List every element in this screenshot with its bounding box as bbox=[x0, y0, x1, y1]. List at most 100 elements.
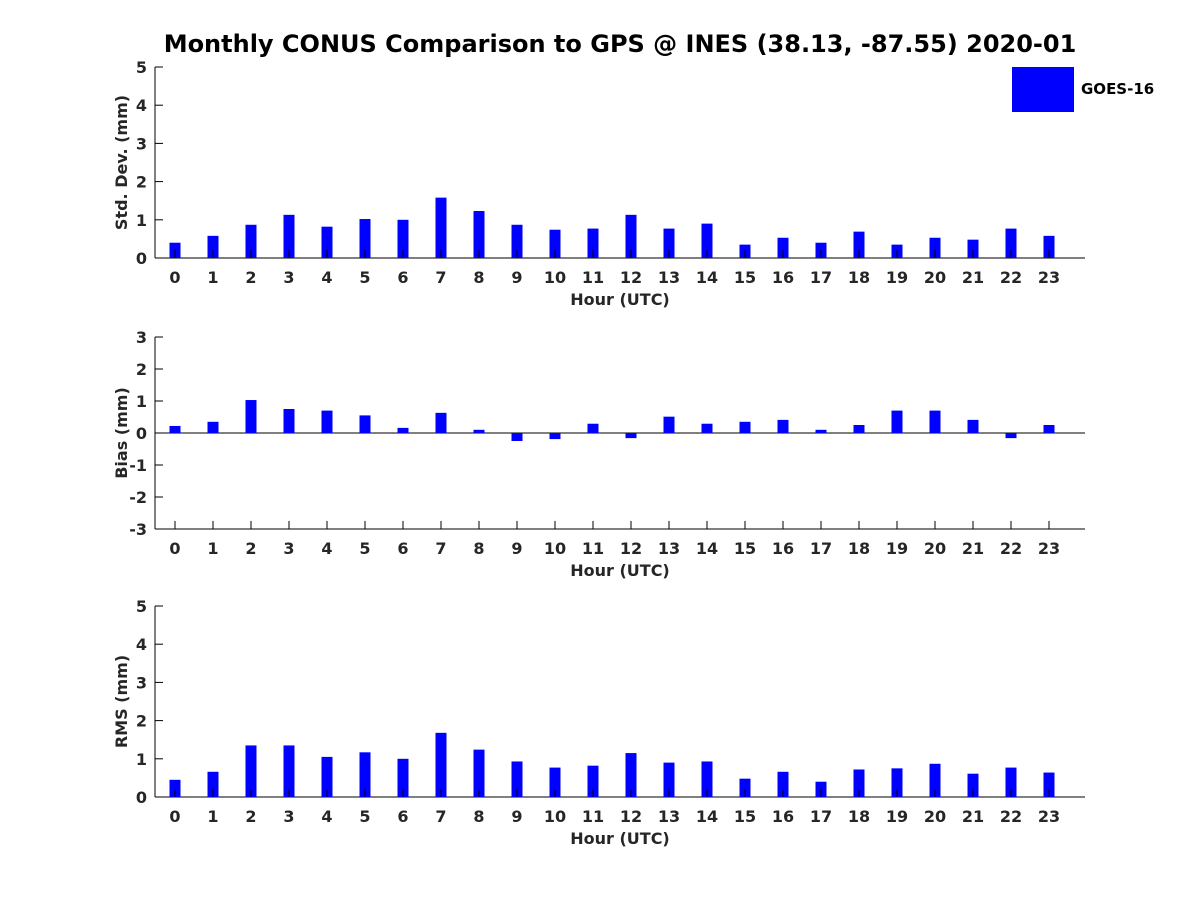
x-tick-label: 20 bbox=[924, 539, 946, 558]
bar-hour-11 bbox=[587, 228, 599, 258]
y-tick-label: 1 bbox=[136, 211, 147, 230]
y-tick-label: 5 bbox=[136, 58, 147, 77]
bar-hour-3 bbox=[283, 409, 295, 433]
x-tick-label: 3 bbox=[283, 268, 294, 287]
bar-hour-1 bbox=[207, 235, 219, 258]
y-tick-label: 1 bbox=[136, 750, 147, 769]
x-tick-label: 4 bbox=[321, 268, 332, 287]
legend-swatch bbox=[1012, 67, 1074, 112]
bar-hour-18 bbox=[853, 231, 865, 258]
x-tick-label: 21 bbox=[962, 539, 984, 558]
x-tick-label: 12 bbox=[620, 268, 642, 287]
x-tick-label: 7 bbox=[435, 539, 446, 558]
bar-hour-22 bbox=[1005, 228, 1017, 258]
x-tick-label: 1 bbox=[207, 539, 218, 558]
y-tick-label: 5 bbox=[136, 597, 147, 616]
bar-hour-5 bbox=[359, 415, 371, 433]
x-tick-label: 19 bbox=[886, 268, 908, 287]
y-tick-label: 3 bbox=[136, 673, 147, 692]
x-tick-label: 14 bbox=[696, 807, 718, 826]
bar-hour-21 bbox=[967, 773, 979, 797]
y-tick-label: 0 bbox=[136, 249, 147, 268]
bar-hour-9 bbox=[511, 224, 523, 258]
x-tick-label: 13 bbox=[658, 807, 680, 826]
bar-hour-17 bbox=[815, 429, 827, 433]
bar-hour-16 bbox=[777, 771, 789, 797]
x-tick-label: 10 bbox=[544, 539, 566, 558]
x-tick-label: 11 bbox=[582, 539, 604, 558]
x-tick-label: 19 bbox=[886, 539, 908, 558]
x-tick-label: 20 bbox=[924, 807, 946, 826]
bar-hour-12 bbox=[625, 214, 637, 258]
x-axis-label: Hour (UTC) bbox=[570, 561, 670, 580]
bar-hour-7 bbox=[435, 732, 447, 797]
legend: GOES-16 bbox=[1012, 67, 1162, 113]
bar-hour-14 bbox=[701, 223, 713, 258]
x-tick-label: 5 bbox=[359, 539, 370, 558]
bar-hour-7 bbox=[435, 197, 447, 258]
x-tick-label: 21 bbox=[962, 268, 984, 287]
x-tick-label: 6 bbox=[397, 807, 408, 826]
x-tick-label: 0 bbox=[169, 539, 180, 558]
bar-hour-3 bbox=[283, 745, 295, 797]
y-tick-label: -3 bbox=[129, 520, 147, 539]
x-tick-label: 3 bbox=[283, 807, 294, 826]
legend-label: GOES-16 bbox=[1081, 80, 1155, 98]
x-tick-label: 1 bbox=[207, 268, 218, 287]
bar-hour-10 bbox=[549, 767, 561, 797]
bar-hour-13 bbox=[663, 228, 675, 258]
y-tick-label: 4 bbox=[136, 96, 147, 115]
x-tick-label: 1 bbox=[207, 807, 218, 826]
bar-hour-9 bbox=[511, 761, 523, 797]
x-tick-label: 15 bbox=[734, 807, 756, 826]
bar-hour-16 bbox=[777, 237, 789, 258]
x-tick-label: 22 bbox=[1000, 539, 1022, 558]
x-tick-label: 11 bbox=[582, 807, 604, 826]
bar-hour-23 bbox=[1043, 425, 1055, 433]
bar-hour-8 bbox=[473, 211, 485, 258]
bar-hour-20 bbox=[929, 237, 941, 258]
x-tick-label: 14 bbox=[696, 268, 718, 287]
x-tick-label: 13 bbox=[658, 268, 680, 287]
x-tick-label: 9 bbox=[511, 539, 522, 558]
bar-hour-21 bbox=[967, 239, 979, 258]
x-tick-label: 8 bbox=[473, 539, 484, 558]
x-axis-label: Hour (UTC) bbox=[570, 290, 670, 309]
y-tick-label: 3 bbox=[136, 134, 147, 153]
x-tick-label: 2 bbox=[245, 807, 256, 826]
bar-hour-3 bbox=[283, 214, 295, 258]
bar-hour-5 bbox=[359, 219, 371, 258]
bar-hour-13 bbox=[663, 762, 675, 797]
bar-hour-15 bbox=[739, 421, 751, 433]
x-tick-label: 17 bbox=[810, 807, 832, 826]
y-tick-label: -1 bbox=[129, 456, 147, 475]
x-tick-label: 23 bbox=[1038, 268, 1060, 287]
bar-hour-2 bbox=[245, 745, 257, 797]
bar-hour-2 bbox=[245, 224, 257, 258]
x-tick-label: 10 bbox=[544, 807, 566, 826]
bar-hour-18 bbox=[853, 425, 865, 433]
x-tick-label: 7 bbox=[435, 268, 446, 287]
x-tick-label: 10 bbox=[544, 268, 566, 287]
bar-hour-11 bbox=[587, 423, 599, 433]
x-tick-label: 4 bbox=[321, 807, 332, 826]
bar-hour-20 bbox=[929, 763, 941, 797]
bar-hour-19 bbox=[891, 410, 903, 433]
x-tick-label: 6 bbox=[397, 268, 408, 287]
y-tick-label: 3 bbox=[136, 328, 147, 347]
x-tick-label: 23 bbox=[1038, 539, 1060, 558]
bar-hour-10 bbox=[549, 433, 561, 440]
y-tick-label: 2 bbox=[136, 360, 147, 379]
x-tick-label: 3 bbox=[283, 539, 294, 558]
bar-hour-22 bbox=[1005, 767, 1017, 797]
x-tick-label: 22 bbox=[1000, 268, 1022, 287]
bar-hour-20 bbox=[929, 410, 941, 433]
bar-hour-19 bbox=[891, 768, 903, 797]
x-tick-label: 17 bbox=[810, 268, 832, 287]
x-tick-label: 20 bbox=[924, 268, 946, 287]
x-tick-label: 16 bbox=[772, 807, 794, 826]
y-tick-label: -2 bbox=[129, 488, 147, 507]
bar-hour-12 bbox=[625, 753, 637, 797]
x-tick-label: 22 bbox=[1000, 807, 1022, 826]
